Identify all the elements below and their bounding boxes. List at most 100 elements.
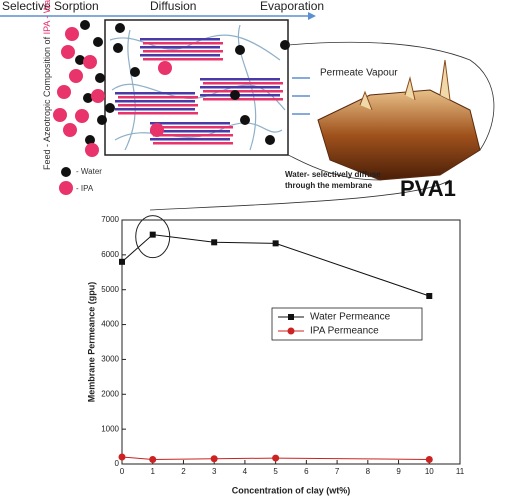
sample-label: PVA1 (400, 176, 456, 201)
water-molecule (75, 55, 85, 65)
water-molecule (115, 23, 125, 33)
marker (211, 239, 218, 246)
water-molecule (95, 73, 105, 83)
clay-sheet (150, 130, 230, 133)
x-axis-label: Concentration of clay (wt%) (232, 485, 351, 495)
clay-sheet (200, 78, 280, 81)
water-molecule (93, 37, 103, 47)
clay-sheet (150, 122, 230, 125)
y-tick-label: 4000 (101, 320, 119, 329)
molecules (53, 20, 290, 157)
afm-surface (317, 89, 481, 181)
marker (426, 292, 433, 299)
clay-sheet (153, 142, 233, 145)
afm-peaks (359, 59, 451, 111)
clay-sheet (118, 96, 198, 99)
legend-text: - IPA (76, 184, 94, 193)
ipa-key (59, 181, 73, 195)
x-tick-label: 7 (335, 467, 340, 476)
clay-sheet (143, 50, 223, 53)
note: Water- selectively diffuse (285, 170, 381, 179)
marker (272, 240, 279, 247)
connector (149, 41, 495, 211)
clay-sheet (140, 46, 220, 49)
water-molecule (230, 90, 240, 100)
marker (118, 453, 126, 461)
ipa-molecule (75, 109, 89, 123)
water-molecule (80, 20, 90, 30)
water-molecule (130, 67, 140, 77)
clay-sheet (203, 90, 283, 93)
ipa-molecule (83, 55, 97, 69)
x-tick-label: 11 (456, 467, 465, 476)
x-tick-label: 3 (212, 467, 217, 476)
clay-sheet (118, 104, 198, 107)
permeate-label: Permeate Vapour (320, 68, 398, 79)
water-molecule (85, 135, 95, 145)
ipa-molecule (158, 61, 172, 75)
y-tick-label: 6000 (101, 250, 119, 259)
legend-label: Water Permeance (310, 312, 391, 323)
vapour-arrows (292, 77, 310, 115)
x-tick-label: 2 (181, 467, 186, 476)
clay-sheet (115, 108, 195, 111)
clay-sheet (143, 58, 223, 61)
note: through the membrane (285, 181, 373, 190)
legend-box (271, 307, 423, 341)
clay-sheet (115, 100, 195, 103)
clay-sheet (115, 92, 195, 95)
marker (272, 454, 280, 462)
feed-label: Feed - Azeotropic Composition of IPA - W… (42, 0, 52, 170)
x-tick-label: 8 (366, 467, 371, 476)
water-molecule (105, 103, 115, 113)
marker (425, 455, 433, 463)
arrow-head (308, 12, 316, 20)
y-axis-label: Membrane Permeance (gpu) (86, 282, 96, 403)
legend-marker (288, 314, 294, 320)
clay-sheet (140, 54, 220, 57)
step: Selective Sorption (2, 0, 99, 13)
x-tick-label: 4 (243, 467, 248, 476)
ipa-molecule (61, 45, 75, 59)
step: Diffusion (150, 0, 196, 13)
marker (119, 258, 125, 265)
clay-sheet (140, 38, 220, 41)
clay-sheet (203, 82, 283, 85)
legend-text: - Water (76, 167, 102, 176)
ipa-molecule (69, 69, 83, 83)
y-tick-label: 7000 (101, 215, 119, 224)
x-tick-label: 9 (396, 467, 401, 476)
clay-sheet (200, 86, 280, 89)
ipa-molecule (85, 143, 99, 157)
ipa-molecule (91, 89, 105, 103)
water-key (61, 167, 71, 177)
marker (149, 231, 156, 238)
ipa-molecule (53, 108, 67, 122)
ipa-molecule (57, 85, 71, 99)
marker (210, 455, 218, 463)
x-tick-label: 5 (273, 467, 278, 476)
clay-sheet (143, 42, 223, 45)
clay-sheet (153, 126, 233, 129)
x-tick-label: 6 (304, 467, 309, 476)
marker (149, 455, 157, 463)
clay-layers (115, 38, 283, 145)
clay-sheet (203, 98, 283, 101)
clay-sheet (153, 134, 233, 137)
water-molecule (113, 43, 123, 53)
legend-marker (287, 327, 295, 335)
ipa-molecule (150, 123, 164, 137)
y-tick-label: 0 (115, 459, 120, 468)
ipa-molecule (63, 123, 77, 137)
water-molecule (83, 93, 93, 103)
chart: 0 1000 2000 3000 4000 5000 6000 7000 0 1 2 3 4 5 6 7 8 9 1… (86, 215, 464, 495)
x-tick-label: 10 (425, 467, 434, 476)
highlight (135, 215, 171, 259)
step: Evaporation (260, 0, 324, 13)
clay-sheet (200, 94, 280, 97)
y-tick-label: 3000 (101, 355, 119, 364)
x-tick-label: 1 (151, 467, 156, 476)
water-molecule (240, 115, 250, 125)
x-tick-label: 0 (120, 467, 125, 476)
